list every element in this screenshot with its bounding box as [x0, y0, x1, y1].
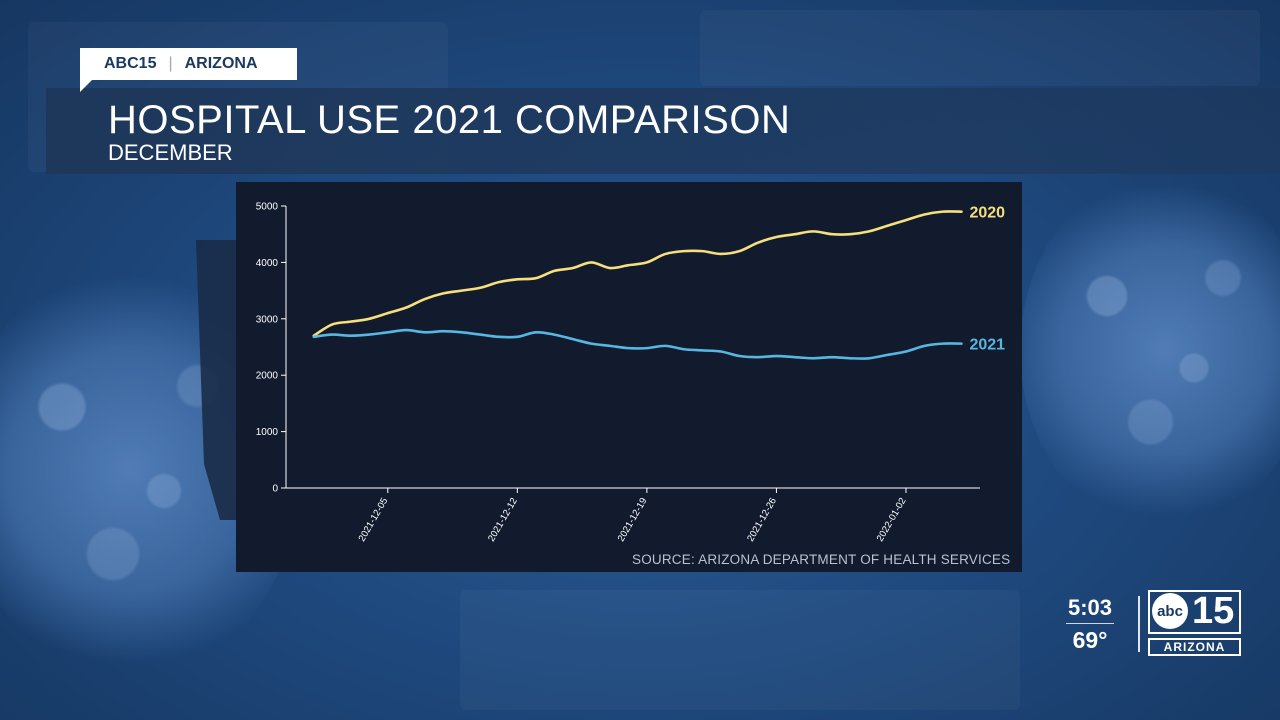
background-panel: [460, 590, 1020, 710]
series-label-2021: 2021: [969, 337, 1005, 354]
logo-number: 15: [1192, 590, 1235, 632]
x-tick-label: 2021-12-26: [745, 496, 779, 544]
x-tick-label: 2022-01-02: [875, 496, 909, 544]
x-tick-label: 2021-12-12: [486, 496, 520, 544]
time-readout: 5:03: [1067, 595, 1113, 620]
background-panel: [700, 10, 1260, 86]
series-label-2020: 2020: [969, 205, 1005, 222]
line-chart: 0 1000 2000 3000 4000 5000 2021-12-05 2021-12-1…: [256, 202, 1005, 544]
series-line-2021: [312, 328, 963, 360]
page-subtitle: DECEMBER: [108, 140, 233, 165]
series-line-2020: [312, 210, 963, 338]
y-tick-label: 5000: [256, 202, 279, 213]
page-title: HOSPITAL USE 2021 COMPARISON: [108, 98, 791, 142]
station-tag: ABC15 | ARIZONA: [80, 48, 297, 92]
y-tick-label: 4000: [256, 258, 279, 269]
y-tick-label: 1000: [256, 427, 279, 438]
logo-region: ARIZONA: [1148, 638, 1241, 656]
source-credit: SOURCE: ARIZONA DEPARTMENT OF HEALTH SER…: [632, 552, 1011, 567]
logo-frame: [1148, 590, 1241, 634]
clock-weather: 5:03 69°: [1062, 596, 1118, 653]
tag-separator: |: [168, 55, 173, 72]
y-tick-label: 0: [272, 484, 278, 495]
y-tick-label: 3000: [256, 314, 279, 325]
virus-illustration-right: [1020, 170, 1280, 530]
y-tick-label: 2000: [256, 371, 279, 382]
abc15-logo: abc 15 ARIZONA: [1148, 590, 1241, 656]
clock-divider: [1066, 623, 1114, 624]
station-name: ABC15: [104, 55, 157, 72]
title-bar: [46, 88, 1280, 174]
temperature-readout: 69°: [1072, 627, 1108, 653]
station-region: ARIZONA: [184, 55, 258, 72]
x-tick-label: 2021-12-05: [357, 496, 391, 544]
logo-abc-circle: abc: [1152, 593, 1188, 629]
x-tick-label: 2021-12-19: [616, 496, 650, 544]
logo-divider: [1138, 596, 1140, 652]
chart-panel: 0 1000 2000 3000 4000 5000 2021-12-05 2021-12-1…: [236, 182, 1022, 572]
